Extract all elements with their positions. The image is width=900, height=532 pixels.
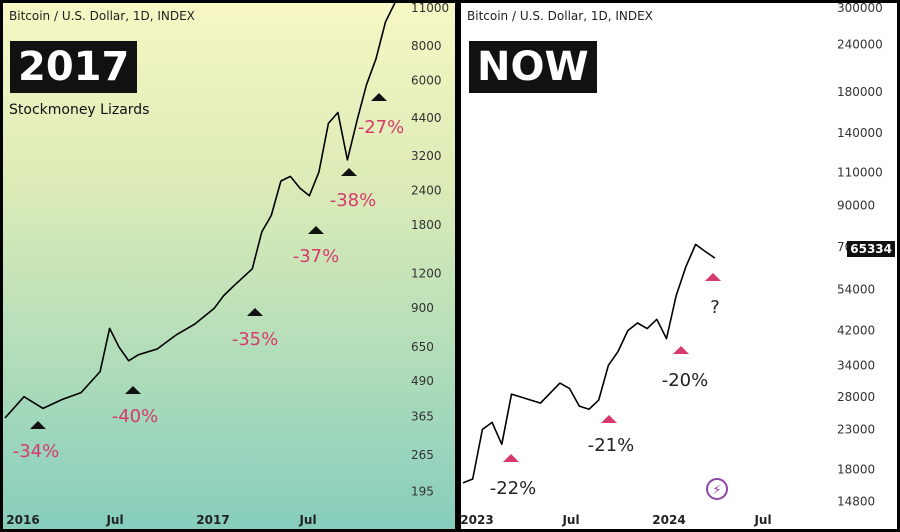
x-tick-label: 2023 <box>461 513 494 527</box>
left-chart-svg: 11000 8000 6000 4400 3200 2400 1800 1200 900 650 4… <box>4 3 449 527</box>
y-tick-label: 2400 <box>411 184 442 198</box>
right-chart-panel: 3000002400001800001400001100009000070000… <box>461 3 897 529</box>
x-tick-label: Jul <box>298 513 316 527</box>
x-tick-label: 2016 <box>6 513 39 527</box>
lightning-logo-icon[interactable]: ⚡ <box>706 478 728 500</box>
right-chart-svg: 3000002400001800001400001100009000070000… <box>461 3 883 527</box>
drawdown-marker <box>341 168 357 176</box>
x-tick-label: Jul <box>561 513 579 527</box>
drawdown-marker <box>503 454 519 462</box>
y-tick-label: 54000 <box>837 282 875 296</box>
y-tick-label: 1800 <box>411 218 442 232</box>
left-symbol-header: Bitcoin / U.S. Dollar, 1D, INDEX <box>9 9 195 23</box>
y-tick-label: 265 <box>411 448 434 462</box>
y-tick-label: 900 <box>411 301 434 315</box>
drawdown-marker <box>125 386 141 394</box>
drawdown-marker <box>30 421 46 429</box>
y-tick-label: 1200 <box>411 267 442 281</box>
drawdown-label: -40% <box>112 406 159 427</box>
y-tick-label: 180000 <box>837 85 883 99</box>
drawdown-marker <box>673 346 689 354</box>
x-tick-label: 2024 <box>652 513 685 527</box>
left-year-badge: 2017 <box>10 41 138 93</box>
x-tick-label: Jul <box>753 513 771 527</box>
y-tick-label: 110000 <box>837 166 883 180</box>
drawdown-marker <box>601 415 617 423</box>
drawdown-label: -35% <box>232 329 279 350</box>
y-tick-label: 8000 <box>411 39 442 53</box>
drawdown-label: -22% <box>490 478 537 499</box>
price-series-line <box>4 3 396 419</box>
y-tick-label: 365 <box>411 409 434 423</box>
drawdown-label: -34% <box>13 441 60 462</box>
drawdown-label: -38% <box>330 190 377 211</box>
drawdown-label: -21% <box>588 435 635 456</box>
y-tick-label: 140000 <box>837 126 883 140</box>
y-tick-label: 6000 <box>411 74 442 88</box>
y-tick-label: 42000 <box>837 324 875 338</box>
x-tick-label: Jul <box>105 513 123 527</box>
y-tick-label: 4400 <box>411 111 442 125</box>
y-tick-label: 11000 <box>411 3 449 15</box>
drawdown-label: -27% <box>358 117 405 138</box>
y-tick-label: 3200 <box>411 149 442 163</box>
y-tick-label: 90000 <box>837 199 875 213</box>
last-price-tag: 65334 <box>847 241 895 257</box>
left-chart-panel: 11000 8000 6000 4400 3200 2400 1800 1200 900 650 4… <box>3 3 455 529</box>
y-tick-label: 28000 <box>837 390 875 404</box>
drawdown-label: -37% <box>293 246 340 267</box>
drawdown-label: -20% <box>662 370 709 391</box>
drawdown-label: ? <box>710 297 720 318</box>
y-tick-label: 650 <box>411 340 434 354</box>
y-tick-label: 240000 <box>837 38 883 52</box>
y-tick-label: 490 <box>411 374 434 388</box>
left-author-label: Stockmoney Lizards <box>9 102 150 118</box>
drawdown-marker <box>705 273 721 281</box>
y-tick-label: 34000 <box>837 358 875 372</box>
right-symbol-header: Bitcoin / U.S. Dollar, 1D, INDEX <box>467 9 653 23</box>
price-series-line <box>462 243 716 484</box>
drawdown-marker <box>308 226 324 234</box>
x-tick-label: 2017 <box>196 513 229 527</box>
drawdown-marker <box>247 308 263 316</box>
right-now-badge: NOW <box>469 41 597 93</box>
y-tick-label: 18000 <box>837 463 875 477</box>
y-tick-label: 14800 <box>837 495 875 509</box>
y-tick-label: 300000 <box>837 3 883 15</box>
y-tick-label: 195 <box>411 485 434 499</box>
drawdown-marker <box>371 93 387 101</box>
y-tick-label: 23000 <box>837 422 875 436</box>
